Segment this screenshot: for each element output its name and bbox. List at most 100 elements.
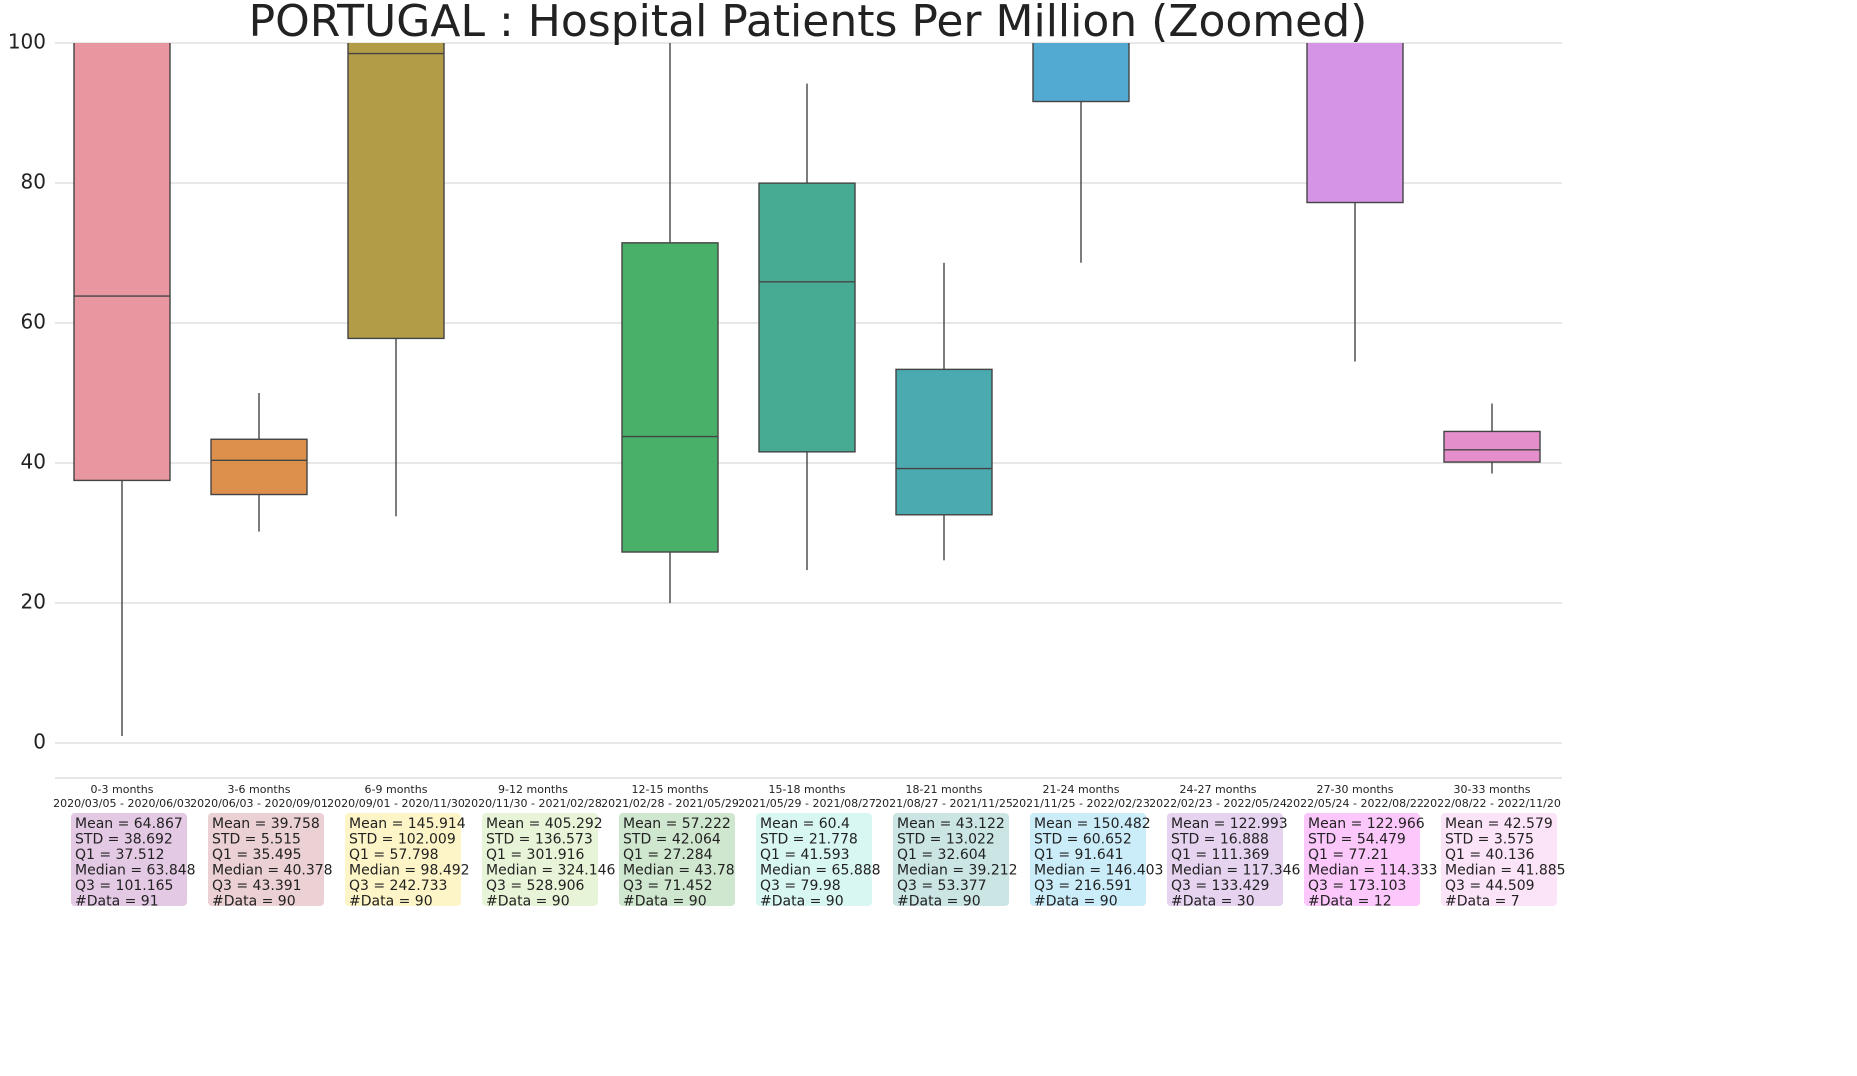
stats-line: STD = 54.479 [1308,832,1406,848]
stats-line: Mean = 60.4 [760,816,850,832]
stats-line: Median = 63.848 [75,863,196,879]
stats-line: Q1 = 27.284 [623,847,713,863]
plot-area [73,43,1541,736]
stats-line: Q3 = 53.377 [897,878,987,894]
stats-line: Q1 = 111.369 [1171,847,1269,863]
stats-line: Median = 146.403 [1034,863,1163,879]
x-tick-label: 18-21 months [906,783,983,796]
stats-line: Q3 = 79.98 [760,878,841,894]
stats-line: #Data = 30 [1171,894,1255,910]
date-range: 2021/05/29 - 2021/08/27 [738,797,876,810]
stats-line: Median = 98.492 [349,863,470,879]
stats-line: STD = 13.022 [897,832,995,848]
stats-line: STD = 42.064 [623,832,721,848]
x-tick-label: 12-15 months [632,783,709,796]
box [621,242,719,553]
stats-line: Mean = 150.482 [1034,816,1151,832]
stats-line: STD = 136.573 [486,832,593,848]
stats-line: Mean = 405.292 [486,816,603,832]
box [1032,43,1130,103]
date-range: 2022/08/22 - 2022/11/20 [1423,797,1561,810]
stats-line: Q1 = 57.798 [349,847,439,863]
y-tick-label: 80 [21,170,46,194]
box [73,43,171,482]
stats-line: Q1 = 35.495 [212,847,302,863]
stats-line: #Data = 90 [897,894,981,910]
chart-title: PORTUGAL : Hospital Patients Per Million… [249,0,1368,47]
date-range: 2021/02/28 - 2021/05/29 [601,797,739,810]
stats-line: Mean = 122.993 [1171,816,1288,832]
stats-line: Q1 = 77.21 [1308,847,1389,863]
stats-line: Mean = 39.758 [212,816,320,832]
stats-line: STD = 60.652 [1034,832,1132,848]
stats-line: Q3 = 101.165 [75,878,173,894]
stats-line: Mean = 42.579 [1445,816,1553,832]
x-tick-label: 21-24 months [1043,783,1120,796]
stats-line: Median = 39.212 [897,863,1018,879]
date-range: 2020/09/01 - 2020/11/30 [327,797,465,810]
stats-line: Median = 324.146 [486,863,616,879]
stats-box [1441,813,1557,906]
stats-line: Median = 114.333 [1308,863,1437,879]
x-tick-label: 0-3 months [91,783,154,796]
stats-box [619,813,735,906]
y-tick-label: 40 [21,450,46,474]
stats-line: Median = 65.888 [760,863,881,879]
stats-line: Q1 = 301.916 [486,847,585,863]
x-tick-label: 27-30 months [1317,783,1394,796]
stats-line: Q1 = 32.604 [897,847,987,863]
stats-line: Mean = 64.867 [75,816,183,832]
stats-line: Q3 = 43.391 [212,878,302,894]
stats-line: Mean = 57.222 [623,816,731,832]
box [1306,43,1404,204]
stats-line: Median = 40.378 [212,863,333,879]
y-tick-label: 100 [8,30,46,54]
y-tick-label: 0 [33,730,46,754]
x-tick-label: 6-9 months [365,783,428,796]
stats-line: Median = 41.885 [1445,863,1566,879]
stats-line: #Data = 90 [212,894,296,910]
stats-box [1030,813,1146,906]
stats-line: Mean = 145.914 [349,816,466,832]
stats-line: #Data = 90 [760,894,844,910]
stats-line: Q1 = 37.512 [75,847,165,863]
stats-box [893,813,1009,906]
stats-line: STD = 16.888 [1171,832,1269,848]
stats-line: Q3 = 173.103 [1308,878,1406,894]
x-tick-label: 24-27 months [1180,783,1257,796]
stats-line: #Data = 90 [623,894,707,910]
stats-box [208,813,324,906]
stats-line: #Data = 90 [349,894,433,910]
stats-line: STD = 5.515 [212,832,301,848]
stats-line: STD = 21.778 [760,832,858,848]
stats-line: Q1 = 41.593 [760,847,850,863]
box [210,438,308,496]
stats-line: #Data = 91 [75,894,159,910]
box [895,368,993,516]
stats-line: Q3 = 528.906 [486,878,585,894]
stats-line: Q3 = 44.509 [1445,878,1535,894]
stats-box [1304,813,1420,906]
stats-line: #Data = 12 [1308,894,1392,910]
date-range: 2022/02/23 - 2022/05/24 [1149,797,1287,810]
date-range: 2021/11/25 - 2022/02/23 [1012,797,1150,810]
box [347,43,445,340]
stats-line: STD = 102.009 [349,832,456,848]
stats-line: Q1 = 91.641 [1034,847,1124,863]
stats-line: Median = 117.346 [1171,863,1301,879]
x-tick-label: 9-12 months [498,783,568,796]
stats-line: Mean = 122.966 [1308,816,1425,832]
date-range: 2022/05/24 - 2022/08/22 [1286,797,1424,810]
stats-box [71,813,187,906]
stats-line: Q1 = 40.136 [1445,847,1535,863]
x-tick-label: 15-18 months [769,783,846,796]
y-tick-label: 20 [21,590,46,614]
stats-line: Q3 = 216.591 [1034,878,1132,894]
x-tick-label: 30-33 months [1454,783,1531,796]
stats-box [482,813,598,906]
box [758,182,856,453]
date-range: 2020/06/03 - 2020/09/01 [190,797,328,810]
stats-line: #Data = 90 [1034,894,1118,910]
